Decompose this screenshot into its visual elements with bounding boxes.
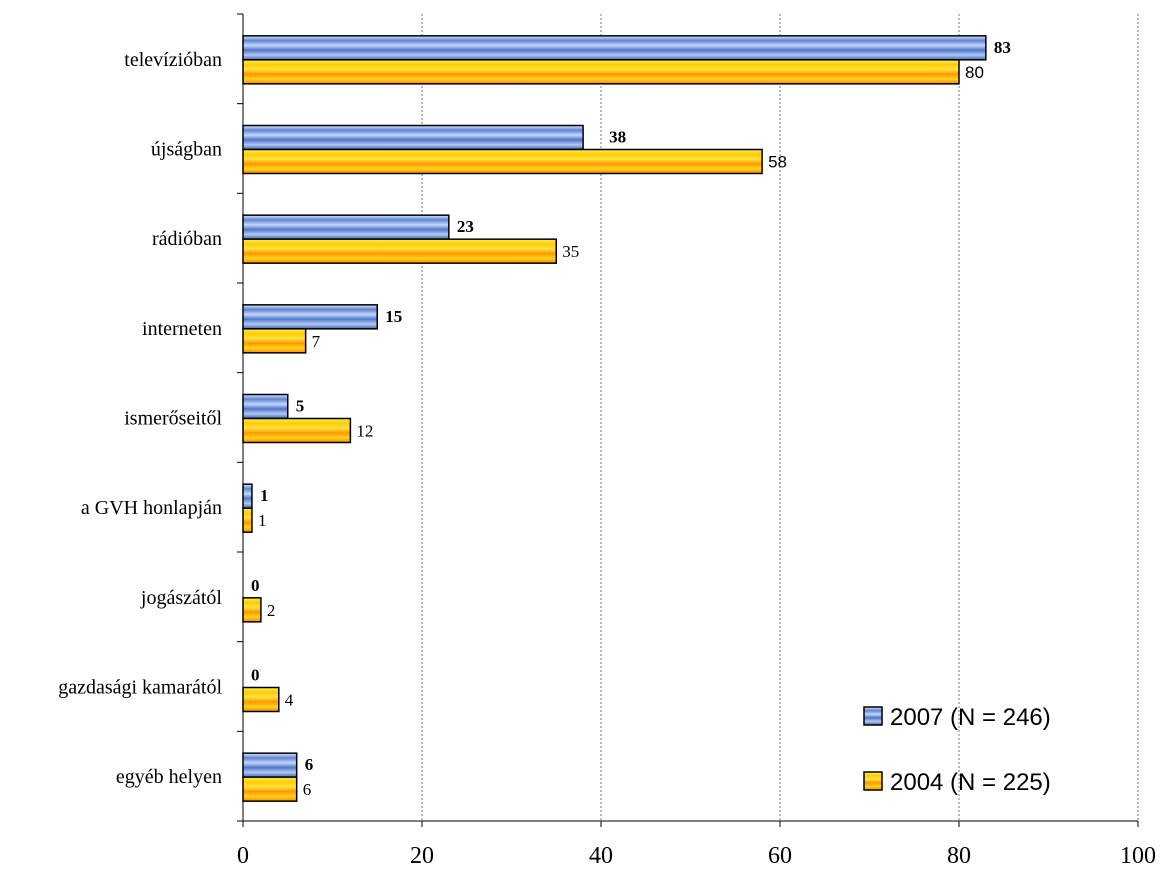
value-label-2004: 80	[965, 63, 984, 82]
x-tick-label: 60	[768, 843, 792, 869]
bar-2007	[242, 214, 450, 240]
bar-2004	[242, 597, 262, 623]
bar-2004	[242, 328, 307, 354]
legend-label-2004: 2004 (N = 225)	[890, 769, 1051, 796]
category-label: újságban	[151, 139, 222, 161]
value-label-2007: 0	[251, 576, 260, 595]
category-label: jogászától	[140, 587, 223, 609]
bars	[242, 35, 987, 802]
value-label-2004: 2	[267, 601, 276, 620]
value-label-2004: 1	[258, 511, 267, 530]
bar-2004	[242, 776, 298, 802]
legend-swatch-2007	[863, 706, 883, 726]
value-label-2004: 35	[562, 242, 579, 261]
bar-2007	[242, 393, 289, 420]
value-label-2004: 4	[285, 691, 294, 710]
category-label: televízióban	[124, 49, 222, 71]
grid-lines	[421, 14, 1139, 821]
legend-label-2007: 2007 (N = 246)	[890, 704, 1051, 731]
bar-2004	[242, 238, 557, 264]
x-tick-label: 100	[1120, 843, 1156, 869]
bar-2004	[242, 148, 763, 175]
bar-2007	[242, 752, 298, 778]
category-label: egyéb helyen	[116, 766, 222, 788]
labels: 0 20 40 60 80 100televízióban8380újságban3858…	[58, 38, 1156, 869]
value-label-2007: 23	[457, 217, 474, 236]
legend-swatch-2004	[863, 771, 883, 791]
legend: 2007 (N = 246) 2004 (N = 225)	[863, 704, 1051, 796]
bar-2007	[242, 124, 584, 151]
x-tick-label: 80	[947, 843, 971, 869]
bar-2007	[242, 35, 987, 61]
category-label: interneten	[142, 318, 222, 340]
bar-2004	[242, 507, 253, 533]
value-label-2007: 5	[296, 397, 305, 416]
value-label-2004: 7	[312, 332, 321, 351]
x-tick-label: 0	[237, 843, 249, 869]
value-label-2007: 0	[251, 666, 260, 685]
x-tick-label: 20	[410, 843, 434, 869]
bar-2004	[242, 417, 352, 444]
category-label: ismerőseitől	[124, 408, 222, 430]
category-label: rádióban	[152, 228, 222, 250]
value-label-2007: 38	[609, 128, 626, 147]
bar-2007	[242, 483, 253, 509]
value-label-2004: 6	[303, 780, 312, 799]
value-label-2007: 83	[994, 38, 1011, 57]
value-label-2004: 12	[356, 422, 373, 441]
value-label-2007: 6	[305, 755, 314, 774]
bar-2004	[242, 59, 960, 85]
value-label-2007: 1	[260, 486, 269, 505]
bar-2007	[242, 304, 378, 330]
value-label-2004: 58	[768, 153, 787, 172]
bar-2004	[242, 686, 280, 713]
category-label: a GVH honlapján	[81, 497, 222, 519]
category-label: gazdasági kamarától	[58, 677, 222, 699]
value-label-2007: 15	[385, 307, 402, 326]
x-tick-label: 40	[589, 843, 613, 869]
